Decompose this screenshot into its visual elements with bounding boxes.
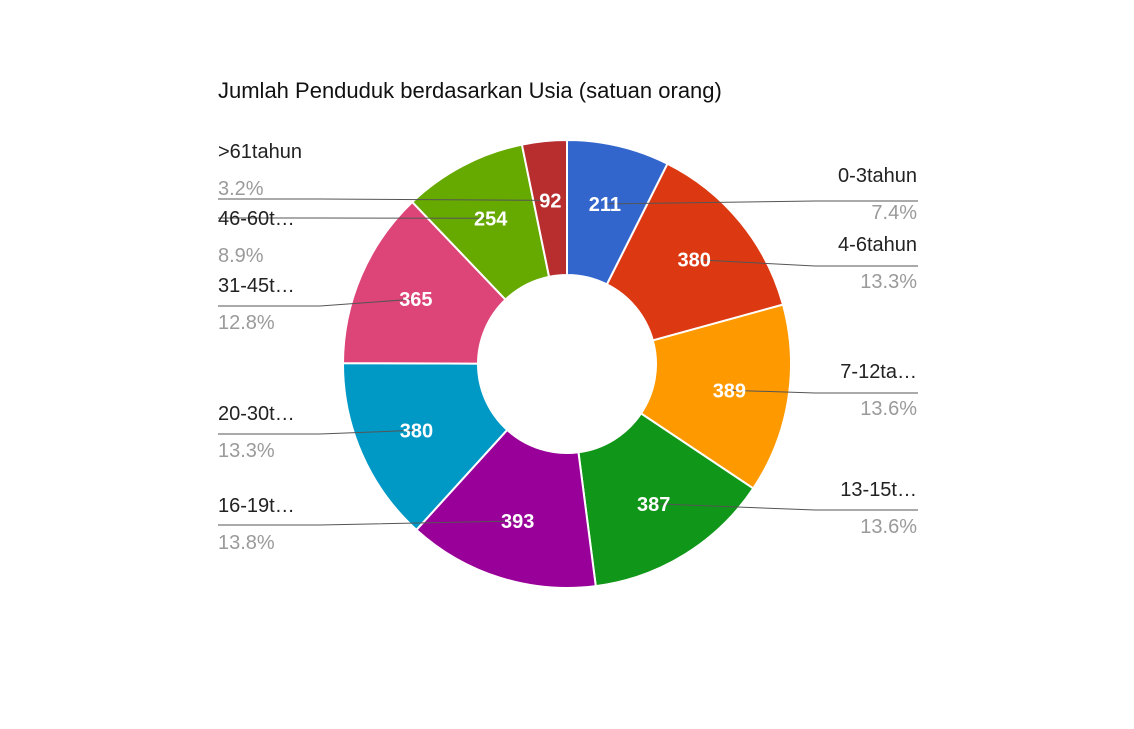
slice-31-45t bbox=[341, 200, 507, 365]
legend-percent-31-45t: 12.8% bbox=[218, 312, 275, 334]
slice-61tahun bbox=[520, 138, 568, 279]
legend-percent-20-30t: 13.3% bbox=[218, 440, 275, 462]
leader-line-0-3tahun bbox=[604, 200, 918, 205]
legend-name-0-3tahun: 0-3tahun bbox=[838, 165, 917, 187]
legend-name-7-12ta: 7-12ta… bbox=[840, 361, 917, 383]
slice-4-6tahun bbox=[605, 162, 785, 342]
value-label-20-30t: 380 bbox=[400, 420, 433, 442]
leader-lines bbox=[218, 198, 918, 526]
legend-percent-4-6tahun: 13.3% bbox=[860, 271, 917, 293]
legend-percent-7-12ta: 13.6% bbox=[860, 398, 917, 420]
chart-title: Jumlah Penduduk berdasarkan Usia (satuan… bbox=[218, 78, 722, 103]
legend-name-20-30t: 20-30t… bbox=[218, 403, 295, 425]
value-label-0-3tahun: 211 bbox=[589, 194, 621, 216]
value-label-13-15t: 387 bbox=[637, 494, 670, 516]
legend-name-13-15t: 13-15t… bbox=[840, 479, 917, 501]
leader-line-16-19t bbox=[218, 520, 518, 526]
leader-line-13-15t bbox=[653, 503, 918, 511]
slice-20-30t bbox=[342, 362, 509, 532]
legend-name-31-45t: 31-45t… bbox=[218, 275, 295, 297]
slice-7-12ta bbox=[639, 303, 792, 490]
value-label-61tahun: 92 bbox=[539, 190, 561, 212]
legend-name-16-19t: 16-19t… bbox=[218, 495, 295, 517]
leader-line-61tahun bbox=[218, 198, 551, 201]
legend-percent-16-19t: 13.8% bbox=[218, 532, 275, 554]
value-label-16-19t: 393 bbox=[501, 511, 534, 533]
slice-value-labels: 211 380 389 387 393 380 365 254 92 bbox=[399, 190, 746, 533]
legend-percent-13-15t: 13.6% bbox=[860, 516, 917, 538]
leader-line-31-45t bbox=[218, 298, 416, 307]
legend-name-4-6tahun: 4-6tahun bbox=[838, 234, 917, 256]
leader-line-20-30t bbox=[218, 429, 417, 435]
leader-line-4-6tahun bbox=[694, 259, 918, 267]
leader-line-7-12ta bbox=[729, 389, 918, 394]
legend-percent-61tahun: 3.2% bbox=[218, 178, 264, 200]
value-label-7-12ta: 389 bbox=[713, 380, 746, 402]
legend-percent-46-60t: 8.9% bbox=[218, 245, 264, 267]
donut-slices bbox=[341, 138, 792, 589]
value-label-46-60t: 254 bbox=[474, 208, 508, 230]
slice-13-15t bbox=[577, 412, 755, 588]
value-label-4-6tahun: 380 bbox=[677, 250, 710, 272]
legend-labels: 0-3tahun 7.4% 4-6tahun 13.3% 7-12ta… 13.6% 13-… bbox=[218, 141, 917, 554]
slice-16-19t bbox=[415, 428, 597, 589]
legend-name-61tahun: >61tahun bbox=[218, 141, 302, 163]
legend-name-46-60t: 46-60t… bbox=[218, 208, 295, 230]
value-label-31-45t: 365 bbox=[399, 289, 432, 311]
legend-percent-0-3tahun: 7.4% bbox=[871, 202, 917, 224]
